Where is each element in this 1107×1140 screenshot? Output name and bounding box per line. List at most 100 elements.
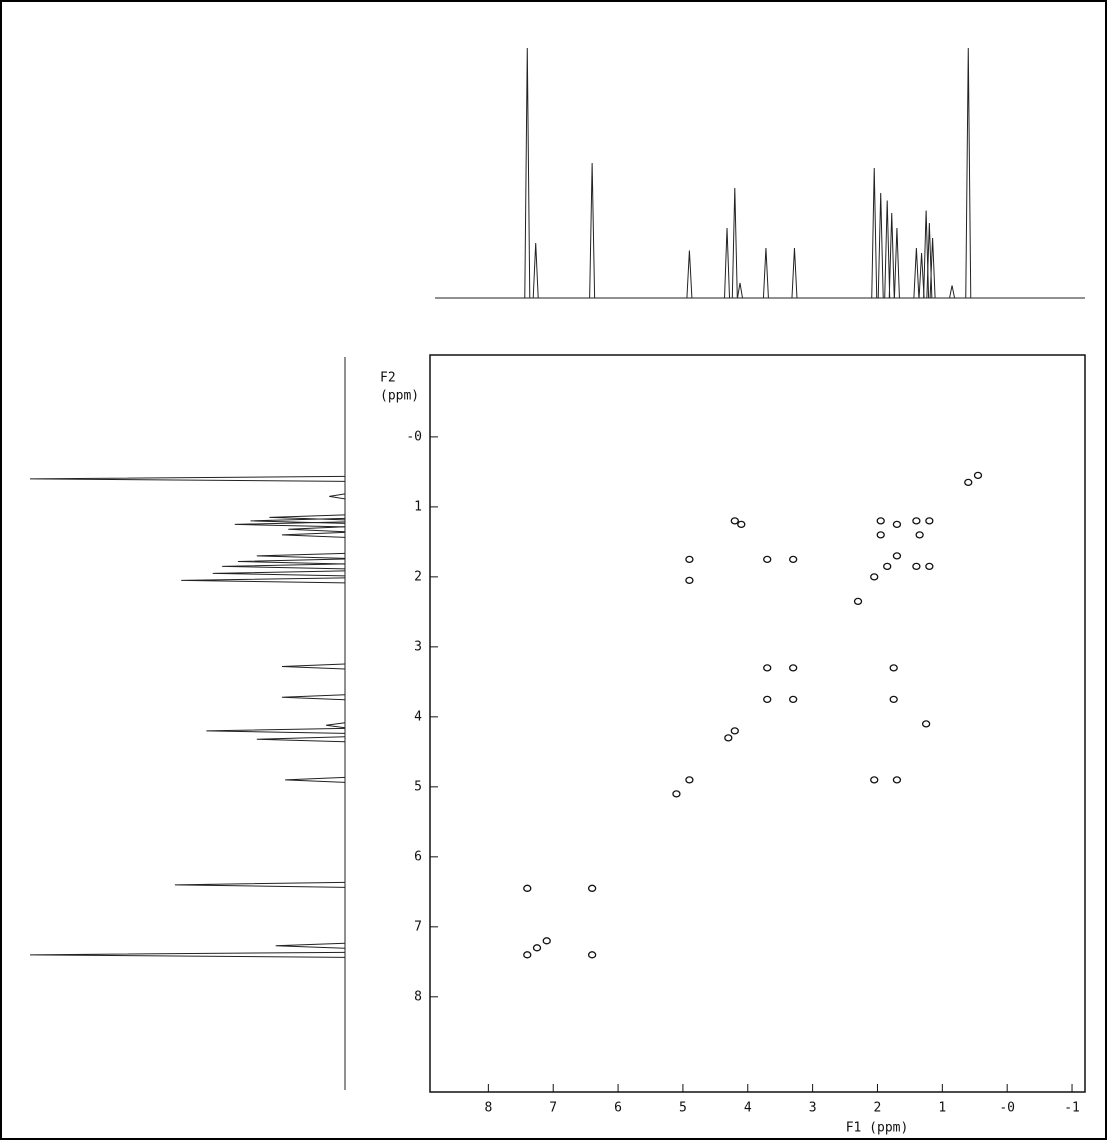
left-projection-peak — [29, 951, 346, 958]
y-tick-label: 4 — [414, 709, 422, 724]
left-projection-peak — [181, 577, 346, 584]
cross-peak — [889, 664, 898, 672]
cross-peak — [883, 562, 892, 571]
top-projection-peak — [884, 200, 891, 299]
left-projection-peak — [285, 776, 346, 783]
cross-peak — [973, 471, 983, 480]
cross-peak — [730, 727, 739, 735]
cross-peak — [685, 576, 694, 585]
top-projection-peak — [913, 247, 920, 299]
x-tick-label: 8 — [484, 1101, 492, 1116]
left-projection-peak — [256, 552, 346, 559]
cross-peak — [870, 573, 879, 581]
top-projection-peak — [532, 242, 539, 299]
left-projection-peak — [237, 558, 346, 565]
x-tick-label: 3 — [809, 1101, 817, 1116]
top-projection-peak — [949, 285, 956, 299]
x-tick-label: 7 — [549, 1101, 557, 1116]
top-projection-peak — [731, 187, 738, 299]
left-projection-peak — [29, 475, 346, 482]
cross-peak — [542, 937, 551, 945]
y-tick-label: 6 — [414, 849, 422, 864]
cross-peak — [789, 664, 798, 672]
cross-peak — [921, 720, 931, 728]
cross-peak — [685, 776, 694, 784]
left-projection-peak — [288, 526, 346, 533]
x-tick-label: 6 — [614, 1101, 622, 1116]
cross-peak — [915, 531, 924, 539]
y-tick-label: 5 — [414, 779, 422, 794]
y-tick-label: 3 — [414, 639, 422, 654]
x-tick-label: -1 — [1064, 1101, 1080, 1116]
top-projection-peak — [893, 227, 900, 299]
top-projection-peak — [791, 247, 798, 299]
left-projection-peak — [281, 663, 346, 670]
x-tick-label: 2 — [874, 1101, 882, 1116]
cross-peak — [889, 695, 898, 704]
x-tick-label: 5 — [679, 1101, 687, 1116]
left-projection-peak — [281, 694, 346, 701]
cross-peak — [763, 695, 772, 704]
top-projection-peak — [762, 247, 769, 299]
top-projection-peak — [871, 167, 878, 299]
cross-peak — [587, 951, 597, 959]
y-tick-label: 1 — [414, 499, 422, 514]
y-tick-label: 2 — [414, 569, 422, 584]
cross-peak — [672, 790, 681, 798]
left-projection-peak — [281, 531, 346, 538]
cross-peak — [763, 664, 772, 672]
y-axis-label: F2 — [380, 371, 396, 386]
cross-peak — [587, 884, 597, 892]
cross-peak — [730, 517, 739, 525]
cross-peak — [523, 884, 532, 892]
left-projection-peak — [326, 722, 346, 729]
left-projection-peak — [174, 881, 346, 888]
cross-peak — [892, 552, 902, 560]
left-projection-peak — [269, 514, 346, 521]
left-projection-peak — [275, 942, 346, 949]
left-projection-peak — [329, 493, 346, 500]
y-axis-label: (ppm) — [380, 389, 419, 404]
cross-peak — [925, 517, 934, 525]
top-projection-peak — [888, 212, 895, 299]
cross-peak — [853, 597, 863, 606]
x-tick-label: 4 — [744, 1101, 752, 1116]
cross-peak — [685, 555, 694, 564]
top-projection-peak — [589, 162, 596, 299]
left-projection-peak — [222, 563, 346, 570]
cross-peak — [763, 555, 772, 564]
y-tick-label: 7 — [414, 919, 422, 934]
top-projection-peak — [926, 222, 933, 299]
cross-peak — [876, 517, 885, 525]
left-projection-peak — [212, 570, 346, 577]
top-projection-peak — [918, 252, 925, 299]
left-projection-peak — [256, 736, 346, 743]
left-projection-peak — [206, 727, 346, 734]
top-projection-peak — [736, 282, 743, 299]
top-projection-peak — [929, 237, 936, 299]
top-projection-peak — [524, 47, 531, 299]
cross-peak — [912, 562, 921, 571]
cross-peak — [892, 776, 902, 784]
top-projection-peak — [724, 227, 731, 299]
cross-peak — [876, 531, 885, 539]
cross-peak — [964, 478, 973, 487]
cross-peak — [870, 776, 879, 784]
y-tick-label: 8 — [414, 989, 422, 1004]
plot-area — [429, 354, 1086, 1093]
top-projection-peak — [686, 250, 693, 299]
top-projection-peak — [965, 47, 972, 299]
y-tick-label: -0 — [406, 429, 422, 444]
x-tick-label: 1 — [938, 1101, 946, 1116]
x-tick-label: -0 — [999, 1101, 1015, 1116]
cross-peak — [925, 562, 934, 571]
top-projection-peak — [877, 192, 884, 299]
cross-peak — [532, 944, 542, 952]
cross-peak — [737, 520, 746, 529]
x-axis-label: F1 (ppm) — [846, 1121, 909, 1136]
cross-peak — [892, 520, 902, 529]
cross-peak — [724, 734, 733, 742]
